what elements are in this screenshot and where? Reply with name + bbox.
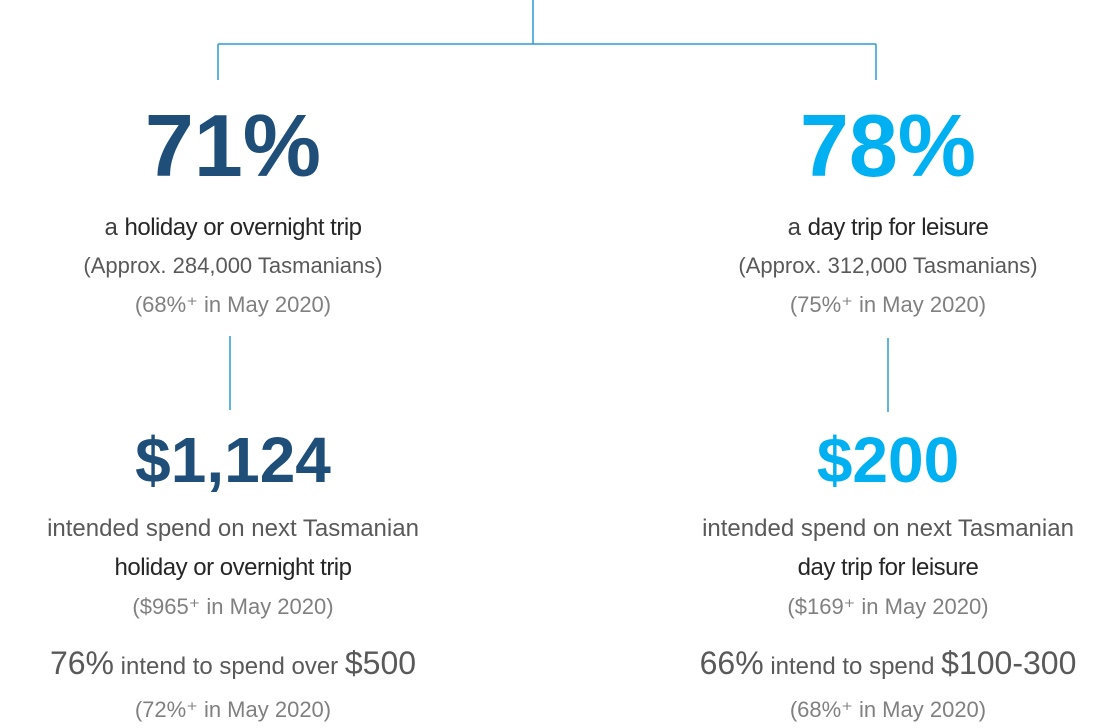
spend-label: holiday or overnight trip [114, 554, 352, 581]
intend-previous: (68%⁺ in May 2020) [789, 697, 987, 722]
intend-previous: (72%⁺ in May 2020) [134, 697, 332, 722]
spend-previous: ($169⁺ in May 2020) [787, 594, 989, 619]
percent: 71% [144, 96, 322, 195]
trip-line: a day trip for leisure [628, 214, 1120, 242]
approx: (Approx. 312,000 Tasmanians) [738, 253, 1038, 278]
intend-amount: $500 [344, 645, 417, 681]
prefix: a [787, 214, 801, 241]
spend-label: day trip for leisure [797, 554, 979, 581]
intend-text: intend to spend [770, 653, 935, 680]
amount: $1,124 [135, 424, 331, 496]
intend-text: intend to spend over [120, 653, 339, 680]
approx: (Approx. 284,000 Tasmanians) [83, 253, 383, 278]
prefix: a [104, 214, 118, 241]
trip-line: a holiday or overnight trip [0, 214, 493, 242]
intend-percent: 66% [699, 645, 764, 681]
spend-text: intended spend on next Tasmanian [702, 515, 1074, 542]
intend-line: 76% intend to spend over $500 [0, 645, 493, 682]
spend-previous: ($965⁺ in May 2020) [132, 594, 334, 619]
spend-text: intended spend on next Tasmanian [47, 515, 419, 542]
previous: (68%⁺ in May 2020) [134, 292, 332, 317]
previous: (75%⁺ in May 2020) [789, 292, 987, 317]
intend-amount: $100-300 [941, 645, 1077, 681]
label: holiday or overnight trip [124, 214, 362, 241]
label: day trip for leisure [807, 214, 989, 241]
intend-line: 66% intend to spend $100-300 [628, 645, 1120, 682]
intend-percent: 76% [49, 645, 114, 681]
amount: $200 [816, 424, 960, 496]
percent: 78% [799, 96, 977, 195]
